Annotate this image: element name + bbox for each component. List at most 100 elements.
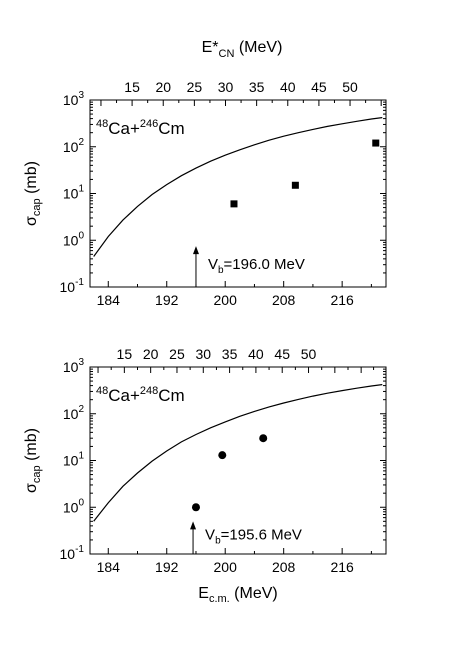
top-axis-title-subscript: CN bbox=[219, 48, 235, 60]
x-tick-label: 216 bbox=[330, 292, 354, 308]
top-axis-title: E*CN (MeV) bbox=[202, 39, 283, 60]
top-tick-label: 40 bbox=[248, 346, 264, 362]
y-tick-exponent: 2 bbox=[78, 137, 84, 148]
barrier-label-symbol: V bbox=[208, 256, 218, 273]
reaction-label: 48Ca+248Cm bbox=[96, 385, 185, 405]
reaction-projectile: Ca+ bbox=[108, 386, 140, 405]
y-axis-label-symbol: σ bbox=[23, 483, 40, 493]
barrier-label-subscript: b bbox=[215, 535, 221, 546]
reaction-mass-2: 246 bbox=[140, 118, 158, 130]
top-tick-label: 45 bbox=[274, 346, 290, 362]
y-tick-label: 10-1 bbox=[60, 277, 85, 295]
x-tick-label: 208 bbox=[272, 292, 296, 308]
y-tick-base: 10 bbox=[60, 546, 76, 562]
top-tick-label: 35 bbox=[249, 79, 265, 95]
y-tick-exponent: 0 bbox=[78, 230, 84, 241]
top-tick-label: 50 bbox=[342, 79, 358, 95]
y-tick-base: 10 bbox=[63, 359, 79, 375]
y-tick-exponent: -1 bbox=[75, 277, 84, 288]
y-tick-label: 10-1 bbox=[60, 544, 85, 562]
barrier-label: Vb=196.0 MeV bbox=[208, 256, 305, 276]
top-axis-title-symbol: E* bbox=[202, 39, 219, 56]
top-tick-label: 40 bbox=[280, 79, 296, 95]
top-axis-title-unit: (MeV) bbox=[234, 39, 282, 56]
barrier-label-value: =195.6 MeV bbox=[221, 526, 302, 543]
reaction-mass-1: 48 bbox=[96, 118, 108, 130]
top-tick-label: 15 bbox=[124, 79, 140, 95]
top-tick-label: 35 bbox=[222, 346, 238, 362]
y-tick-label: 103 bbox=[63, 357, 85, 375]
y-axis-label-unit: (mb) bbox=[23, 161, 40, 198]
reaction-target: Cm bbox=[158, 386, 184, 405]
x-tick-label: 184 bbox=[97, 292, 121, 308]
y-tick-exponent: 3 bbox=[78, 90, 84, 101]
y-tick-label: 103 bbox=[63, 90, 85, 108]
y-tick-base: 10 bbox=[60, 279, 76, 295]
y-axis-label-symbol: σ bbox=[23, 216, 40, 226]
x-tick-label: 200 bbox=[214, 292, 238, 308]
y-tick-exponent: 2 bbox=[78, 404, 84, 415]
barrier-label: Vb=195.6 MeV bbox=[205, 526, 302, 546]
capture-curve bbox=[93, 384, 383, 522]
top-tick-label: 15 bbox=[117, 346, 133, 362]
barrier-label-subscript: b bbox=[218, 265, 224, 276]
y-tick-base: 10 bbox=[63, 139, 79, 155]
data-point-circle bbox=[259, 434, 268, 443]
top-tick-label: 30 bbox=[218, 79, 234, 95]
y-tick-label: 102 bbox=[63, 137, 85, 155]
data-point-square bbox=[230, 200, 238, 208]
y-tick-exponent: -1 bbox=[75, 544, 84, 555]
data-point-circle bbox=[191, 503, 200, 512]
top-tick-label: 25 bbox=[169, 346, 185, 362]
reaction-target: Cm bbox=[158, 119, 184, 138]
top-tick-label: 45 bbox=[311, 79, 327, 95]
y-tick-base: 10 bbox=[63, 92, 79, 108]
x-axis-title-subscript: c.m. bbox=[209, 593, 230, 605]
reaction-mass-2: 248 bbox=[140, 385, 158, 397]
data-point-square bbox=[291, 181, 299, 189]
y-tick-label: 102 bbox=[63, 404, 85, 422]
x-tick-label: 208 bbox=[272, 559, 296, 575]
y-tick-base: 10 bbox=[63, 186, 79, 202]
y-tick-label: 101 bbox=[63, 184, 85, 202]
x-tick-label: 192 bbox=[155, 292, 179, 308]
y-tick-exponent: 1 bbox=[78, 451, 84, 462]
barrier-label-value: =196.0 MeV bbox=[224, 256, 305, 273]
y-axis-label: σcap (mb) bbox=[23, 428, 43, 493]
y-tick-exponent: 1 bbox=[78, 184, 84, 195]
y-axis-label-unit: (mb) bbox=[23, 428, 40, 465]
y-tick-label: 101 bbox=[63, 451, 85, 469]
reaction-projectile: Ca+ bbox=[108, 119, 140, 138]
top-tick-label: 25 bbox=[187, 79, 203, 95]
top-tick-label: 20 bbox=[143, 346, 159, 362]
y-tick-label: 100 bbox=[63, 497, 85, 515]
y-tick-exponent: 0 bbox=[78, 497, 84, 508]
y-axis-label-subscript: cap bbox=[31, 198, 43, 216]
x-axis-title-symbol: E bbox=[198, 585, 209, 602]
y-tick-base: 10 bbox=[63, 453, 79, 469]
x-axis-title-unit: (MeV) bbox=[230, 585, 278, 602]
top-tick-label: 30 bbox=[195, 346, 211, 362]
y-tick-base: 10 bbox=[63, 406, 79, 422]
top-tick-label: 20 bbox=[155, 79, 171, 95]
barrier-label-symbol: V bbox=[205, 526, 215, 543]
y-axis-label-subscript: cap bbox=[31, 465, 43, 483]
barrier-arrow-head bbox=[192, 246, 199, 255]
reaction-label: 48Ca+246Cm bbox=[96, 118, 185, 138]
data-point-square bbox=[372, 139, 380, 147]
reaction-mass-1: 48 bbox=[96, 385, 108, 397]
x-axis-title: Ec.m. (MeV) bbox=[198, 585, 277, 605]
x-tick-label: 200 bbox=[214, 559, 238, 575]
x-tick-label: 192 bbox=[155, 559, 179, 575]
y-tick-base: 10 bbox=[63, 232, 79, 248]
barrier-arrow-head bbox=[190, 521, 197, 530]
x-tick-label: 184 bbox=[97, 559, 121, 575]
y-tick-label: 100 bbox=[63, 230, 85, 248]
y-axis-label: σcap (mb) bbox=[23, 161, 43, 226]
x-tick-label: 216 bbox=[330, 559, 354, 575]
top-tick-label: 50 bbox=[301, 346, 317, 362]
capture-curve bbox=[93, 117, 383, 257]
